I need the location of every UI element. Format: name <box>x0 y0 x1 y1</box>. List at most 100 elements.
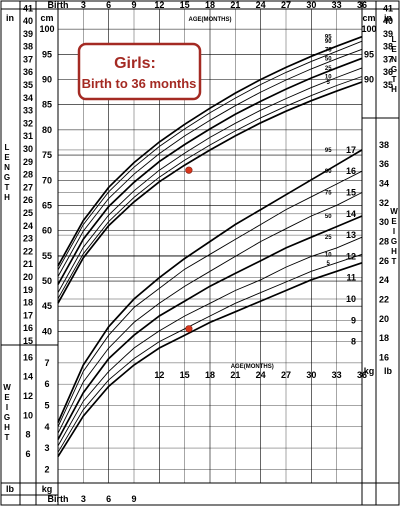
weight-axis-label-left: E <box>4 393 10 402</box>
weight-axis-label-left: I <box>6 403 8 412</box>
weight-curve-5 <box>57 261 363 458</box>
weight-kg-tick: 16 <box>346 166 356 176</box>
length-in-tick: 34 <box>23 93 33 103</box>
length-axis-label-left: T <box>5 183 10 192</box>
length-cm-tick: 100 <box>39 24 54 34</box>
length-in-tick: 30 <box>23 144 33 154</box>
length-percentile-label: 95 <box>325 35 332 41</box>
x-tick-top: 36 <box>357 0 367 10</box>
length-in-tick: 37 <box>23 54 33 64</box>
weight-lb-tick: 18 <box>379 333 389 343</box>
weight-kg-tick: 17 <box>346 145 356 155</box>
length-axis-label-left: G <box>4 173 10 182</box>
right-length-in-tick: 37 <box>383 54 393 64</box>
weight-lb-tick: 26 <box>379 256 389 266</box>
x-tick-bottom: 6 <box>106 494 111 504</box>
x-tick-mid: 24 <box>256 370 266 380</box>
length-cm-tick: 75 <box>42 150 52 160</box>
x-tick-top: 3 <box>81 0 86 10</box>
unit-lb-left: lb <box>6 484 15 494</box>
length-in-tick: 24 <box>23 221 33 231</box>
length-in-tick: 36 <box>23 67 33 77</box>
weight-kg-tick: 13 <box>346 230 356 240</box>
length-in-tick: 40 <box>23 16 33 26</box>
x-tick-mid: 21 <box>230 370 240 380</box>
length-in-tick: 22 <box>23 246 33 256</box>
x-tick-top: 30 <box>306 0 316 10</box>
weight-curve-50 <box>57 215 363 440</box>
weight-axis-label-left: G <box>4 413 10 422</box>
length-in-tick: 35 <box>23 80 33 90</box>
unit-in-right: in <box>384 13 392 23</box>
x-tick-mid: 33 <box>332 370 342 380</box>
x-tick-mid: 12 <box>154 370 164 380</box>
weight-lb-tick: 22 <box>379 294 389 304</box>
length-axis-label-left: E <box>4 153 10 162</box>
right-length-cm-tick: 90 <box>364 74 374 84</box>
weight-kg-tick: 11 <box>346 273 356 283</box>
right-length-in-tick: 38 <box>383 42 393 52</box>
weight-lb-tick: 30 <box>379 217 389 227</box>
length-percentile-label: 5 <box>327 80 331 86</box>
weight-axis-label-right: T <box>392 257 397 266</box>
length-cm-tick: 40 <box>42 326 52 336</box>
unit-cm-left: cm <box>40 13 53 23</box>
weight-measurement-point <box>185 325 193 333</box>
chart-subtitle: Birth to 36 months <box>82 76 197 91</box>
weight-percentile-label: 75 <box>325 191 332 197</box>
length-curve-25 <box>57 67 363 293</box>
length-curve-95 <box>57 35 363 267</box>
left-weight-lb-tick: 14 <box>23 372 33 382</box>
length-measurement-point <box>185 166 193 174</box>
unit-kg-left: kg <box>42 484 53 494</box>
length-percentile-label: 50 <box>325 56 332 62</box>
length-in-tick: 23 <box>23 234 33 244</box>
x-tick-bottom: Birth <box>48 494 69 504</box>
length-cm-tick: 90 <box>42 74 52 84</box>
length-in-tick: 19 <box>23 285 33 295</box>
x-axis-title-mid: AGE(MONTHS) <box>231 364 274 370</box>
weight-kg-tick: 10 <box>346 294 356 304</box>
length-in-tick: 16 <box>23 323 33 333</box>
weight-kg-tick: 12 <box>346 251 356 261</box>
length-in-tick: 32 <box>23 118 33 128</box>
length-in-tick: 31 <box>23 131 33 141</box>
length-in-tick: 17 <box>23 310 33 320</box>
weight-lb-tick: 36 <box>379 159 389 169</box>
x-tick-mid: 27 <box>281 370 291 380</box>
right-length-cm-tick: 95 <box>364 49 374 59</box>
weight-kg-tick: 15 <box>346 188 356 198</box>
length-curve-90 <box>57 40 363 271</box>
weight-lb-tick: 24 <box>379 275 389 285</box>
length-cm-tick: 80 <box>42 125 52 135</box>
weight-lb-tick: 34 <box>379 179 389 189</box>
left-weight-lb-tick: 12 <box>23 391 33 401</box>
length-in-tick: 41 <box>23 3 33 13</box>
right-length-in-tick: 39 <box>383 29 393 39</box>
x-tick-mid: 15 <box>180 370 190 380</box>
left-weight-lb-tick: 8 <box>25 430 30 440</box>
right-length-in-tick: 36 <box>383 67 393 77</box>
weight-kg-tick: 8 <box>351 337 356 347</box>
weight-axis-label-right: H <box>391 247 397 256</box>
unit-lb-right: lb <box>384 366 393 376</box>
weight-axis-label-left: H <box>4 423 10 432</box>
length-axis-label-right: L <box>392 35 397 44</box>
x-tick-top: 15 <box>180 0 190 10</box>
length-in-tick: 28 <box>23 170 33 180</box>
x-tick-top: 33 <box>332 0 342 10</box>
length-in-tick: 21 <box>23 259 33 269</box>
length-axis-label-right: H <box>391 85 397 94</box>
chart-title: Girls: <box>114 55 156 72</box>
x-tick-mid: 18 <box>205 370 215 380</box>
length-cm-tick: 85 <box>42 100 52 110</box>
x-tick-top: Birth <box>48 0 69 10</box>
weight-kg-tick: 14 <box>346 209 356 219</box>
length-in-tick: 26 <box>23 195 33 205</box>
weight-percentile-label: 25 <box>325 235 332 241</box>
weight-lb-tick: 38 <box>379 140 389 150</box>
